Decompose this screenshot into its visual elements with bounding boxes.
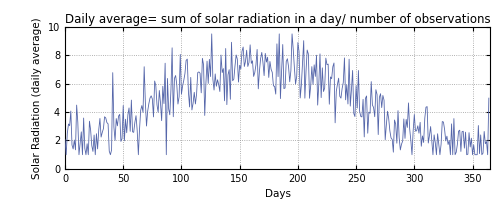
X-axis label: Days: Days xyxy=(264,189,290,199)
Y-axis label: Solar Radiation (daily average): Solar Radiation (daily average) xyxy=(32,17,42,179)
Title: Daily average= sum of solar radiation in a day/ number of observations: Daily average= sum of solar radiation in… xyxy=(64,13,490,26)
